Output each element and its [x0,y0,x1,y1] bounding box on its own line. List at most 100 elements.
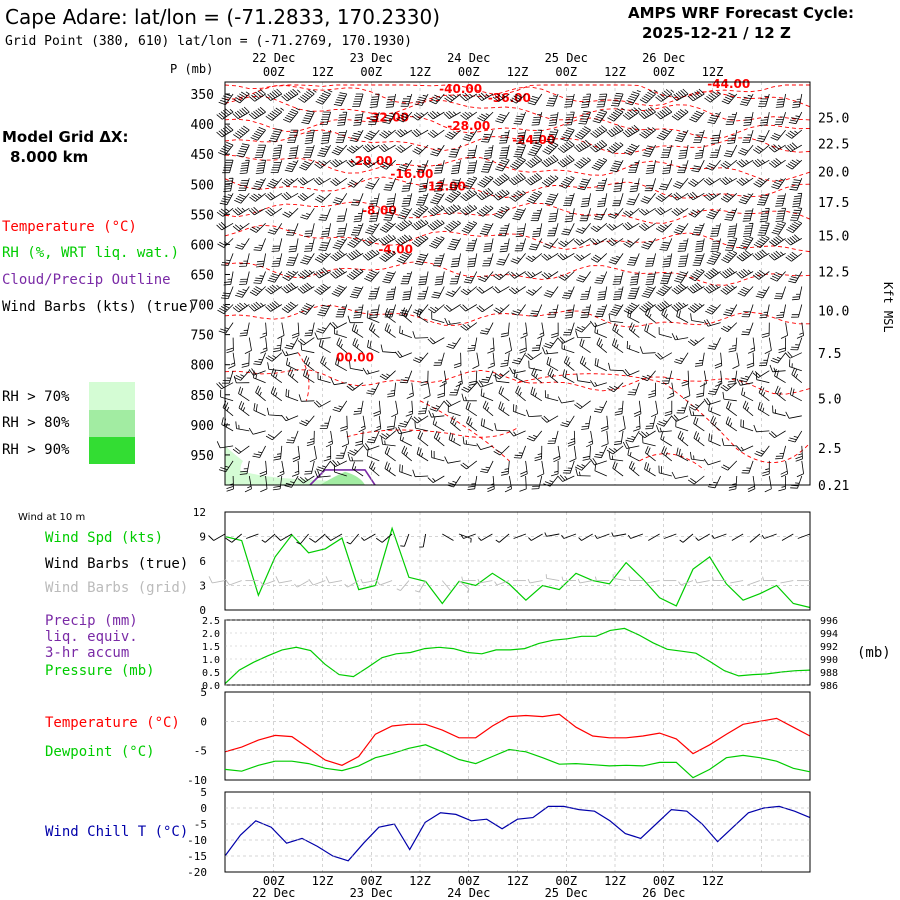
wind-barb [401,445,413,462]
wind-barb [317,372,331,384]
wind-barb [222,159,234,174]
wind-barb [590,238,608,246]
wind-barb [768,144,786,153]
wind-barb [703,458,721,466]
temperature-tick-label: 5 [200,686,207,699]
wind-barb [480,460,494,473]
wind-barb [655,89,675,102]
wind-barb [606,142,624,154]
wind-barb-grid [730,580,744,584]
wind-barb [444,93,461,103]
wind-barb [291,322,300,339]
wind-barb-grid [458,580,470,593]
wind-barb [656,128,673,141]
wind-barb [299,159,315,171]
wind-barb-10m [711,533,727,539]
wind-barb [223,271,234,286]
wind-barb [671,109,689,121]
height-tick-label: 22.5 [818,137,849,152]
wind-barb-10m [594,533,610,539]
wind-barb-10m [458,533,472,543]
wind-barb [379,250,396,262]
wind-barb [286,430,299,444]
wind-barb [575,330,591,338]
wind-barb [740,419,754,432]
wind-barb [429,93,445,105]
wind-barb [341,430,350,448]
wind-barb [771,177,786,190]
wind-barb [624,143,640,156]
wind-barb [292,445,301,463]
wind-barb-10m [261,533,276,543]
wind-barb [537,460,545,478]
wind-barb [268,128,283,143]
wind-barb [351,193,364,206]
wind-barb [444,317,461,325]
temperature-contour [224,201,811,224]
wind-barb-10m [400,533,410,547]
wind-barb [501,460,510,476]
wind-barb [644,323,656,338]
wind-barb [656,284,673,297]
wind-barb [476,443,494,450]
wind-barb [575,223,591,234]
wind-barb [494,374,510,384]
wind-barb [494,206,510,219]
wind-barb [433,352,445,366]
time-tick-label-bottom: 12Z [604,874,626,888]
wind-barb [594,358,607,372]
wind-barb [347,445,364,456]
wind-barb [691,223,705,236]
wind-barb [395,144,413,153]
wind-barb [785,159,803,170]
wind-barb [460,286,478,296]
wind-barb [466,160,478,174]
wind-barb [238,386,250,402]
wind-barb-grid [344,580,359,588]
wind-barb [330,321,347,329]
wind-barb [564,304,575,319]
wind-barb [226,475,234,492]
wind-barb [417,286,429,300]
wind-barb [577,178,591,191]
wind-barb [561,223,575,236]
wind-barb [736,268,754,279]
wind-barb [220,286,234,299]
wind-barb [336,208,348,222]
wind-barb [253,370,266,384]
wind-barb [775,385,786,402]
wind-barb [796,322,804,339]
wind-barb [593,400,608,413]
wind-barb [476,205,494,217]
wind-barb [427,110,445,120]
wind-barb [358,415,366,433]
wind-barb-grid [628,576,643,582]
wind-barb [335,304,348,318]
wind-barb [369,460,380,477]
day-label-bottom: 24 Dec [447,886,490,900]
wind-barb [525,155,543,168]
wind-barb [508,286,526,295]
wind-barb [725,111,738,125]
wind-barb [235,286,250,298]
wind-barb [710,415,721,432]
wind-barb [548,208,559,223]
wind-barb-10m [325,533,343,541]
wind-barb [544,193,559,206]
wind-barb [411,235,429,247]
wind-barb [477,111,494,122]
wind-barb [346,249,364,261]
wind-barb [770,271,786,282]
wind-barb [314,283,331,295]
wind-barb [233,91,250,104]
wind-barb [755,286,770,299]
wind-barb [560,127,575,142]
wind-barb-grid [545,574,560,582]
wind-barb-grid [396,580,410,592]
wind-barb [239,322,250,337]
wind-barb [396,111,413,123]
wind-barb [480,418,494,432]
wind-barb [239,460,250,475]
wind-barb [757,222,770,236]
wind-barb [689,110,705,123]
